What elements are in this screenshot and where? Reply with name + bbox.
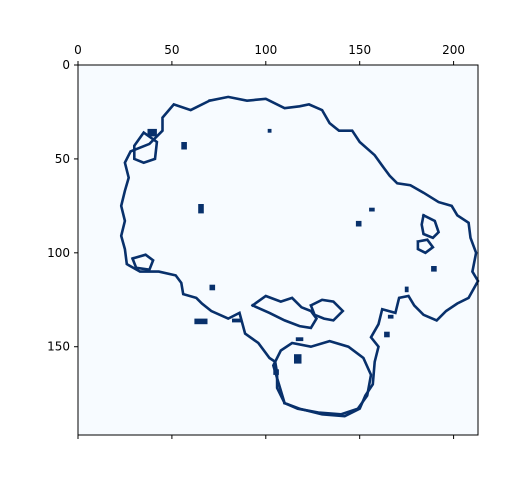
x-tick-label-100: 100 <box>254 43 277 57</box>
pixel-blob-1 <box>181 142 187 150</box>
y-tick-label-50: 50 <box>55 152 70 166</box>
y-tick-label-150: 150 <box>47 340 70 354</box>
x-axis: 0 50 100 150 200 <box>74 43 465 439</box>
pixel-blob-4 <box>369 207 375 212</box>
contour-right-inner-2 <box>416 238 435 255</box>
pixel-blob-7 <box>295 337 304 342</box>
pixel-blob-8 <box>294 354 302 364</box>
image-marks <box>119 95 480 418</box>
plot-frame <box>77 64 479 436</box>
pixel-blob-11 <box>404 286 409 293</box>
y-axis: 0 50 100 150 <box>47 58 78 354</box>
y-tick-label-0: 0 <box>62 58 70 72</box>
y-tick-label-100: 100 <box>47 246 70 260</box>
pixel-blob-13 <box>267 128 272 133</box>
pixel-blob-12 <box>387 314 394 319</box>
x-tick-label-150: 150 <box>348 43 371 57</box>
pixel-blob-5 <box>194 318 208 325</box>
pixel-blob-15 <box>384 331 390 338</box>
pixel-blob-14 <box>209 284 216 291</box>
contour-outer-contour <box>119 95 480 418</box>
x-tick-label-0: 0 <box>74 43 82 57</box>
pixel-blob-6 <box>232 318 242 323</box>
contour-lower-loop <box>271 339 373 416</box>
contour-bottom-left-loop <box>130 253 155 272</box>
x-tick-label-200: 200 <box>442 43 465 57</box>
pixel-blob-3 <box>355 220 362 227</box>
pixel-blob-10 <box>431 266 437 272</box>
contour-left-lobe <box>133 130 159 165</box>
pixel-blob-2 <box>198 204 204 214</box>
x-tick-label-50: 50 <box>164 43 179 57</box>
contour-right-inner-1 <box>420 213 441 240</box>
pixel-blob-0 <box>147 128 157 137</box>
pixel-blob-9 <box>273 369 279 375</box>
contour-center-notch <box>309 298 345 322</box>
